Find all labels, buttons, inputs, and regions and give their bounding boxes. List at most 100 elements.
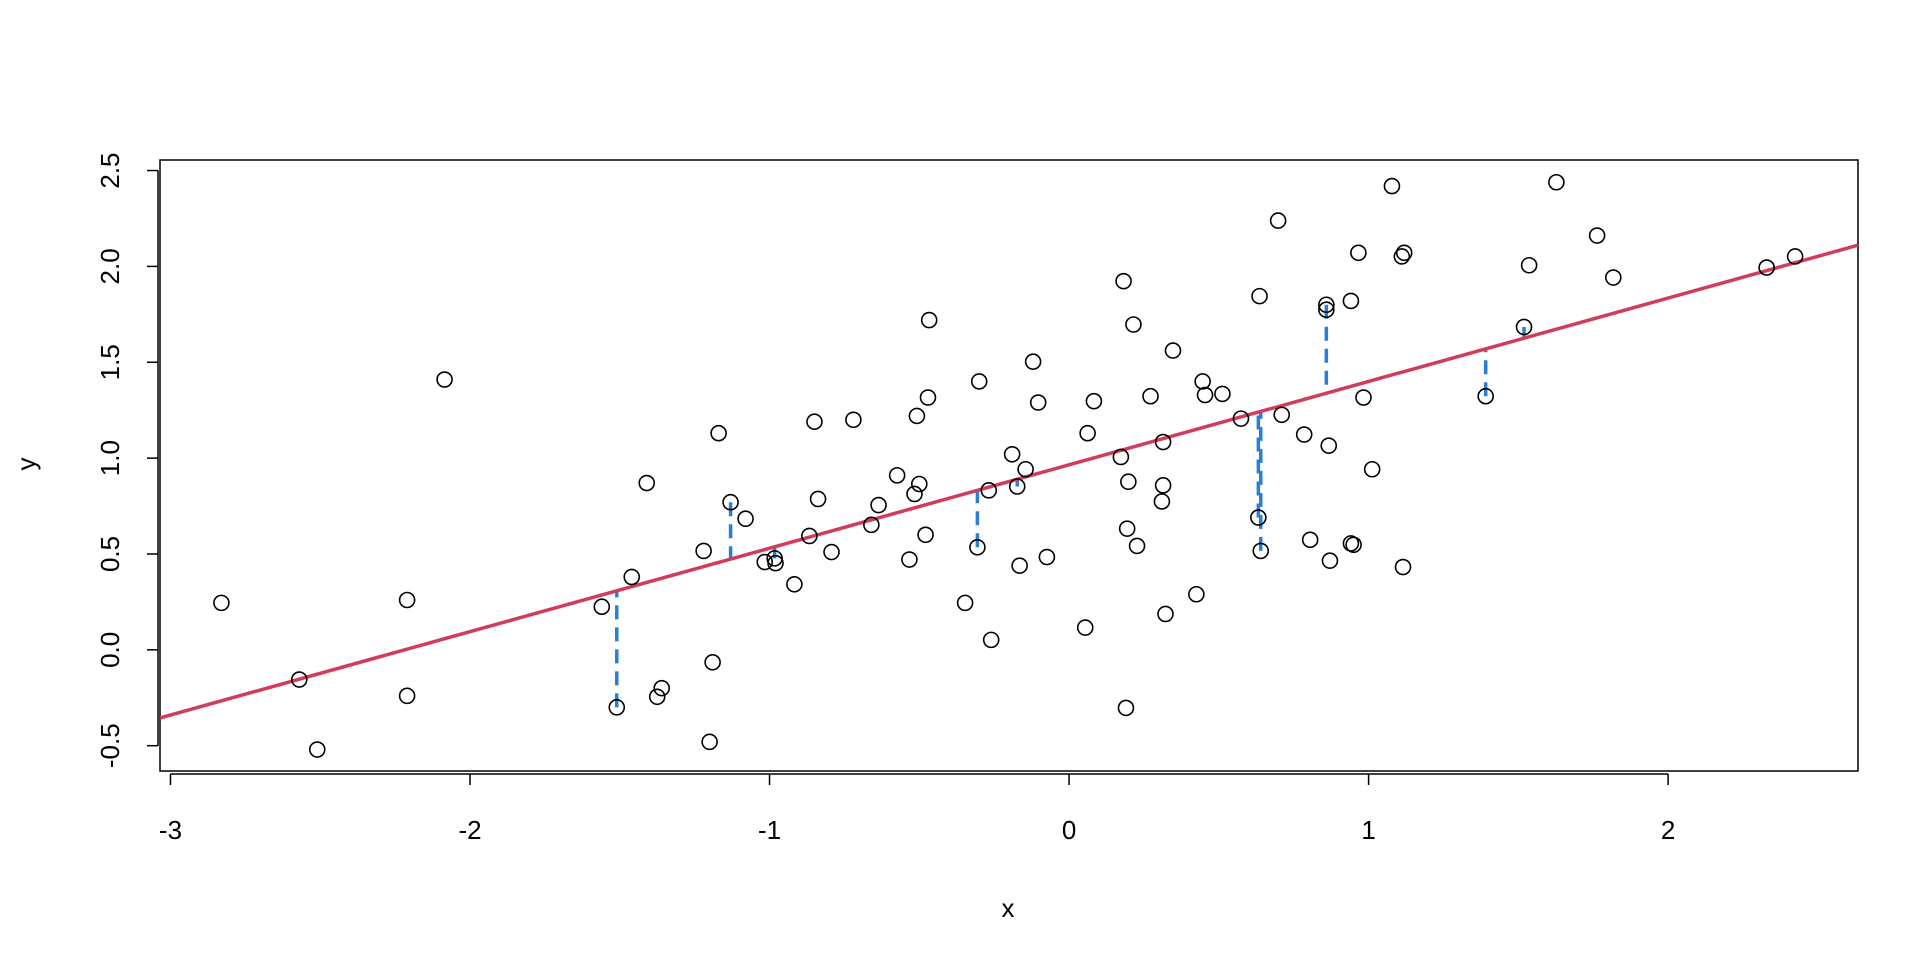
point bbox=[888, 467, 906, 484]
point bbox=[710, 424, 727, 442]
point bbox=[1142, 387, 1159, 405]
point bbox=[737, 510, 754, 528]
x-tick-label: -2 bbox=[458, 815, 481, 845]
x-tick-label: 1 bbox=[1361, 815, 1375, 845]
point bbox=[695, 542, 712, 560]
point bbox=[809, 490, 827, 508]
point bbox=[980, 482, 998, 499]
x-tick-label: 0 bbox=[1062, 815, 1076, 845]
point bbox=[398, 591, 416, 609]
point bbox=[1273, 406, 1291, 424]
point bbox=[1128, 537, 1146, 555]
point bbox=[1154, 477, 1172, 494]
point bbox=[701, 733, 718, 751]
point bbox=[917, 526, 934, 544]
point bbox=[1269, 212, 1287, 229]
point bbox=[1588, 227, 1606, 244]
point bbox=[919, 389, 937, 406]
point bbox=[767, 554, 784, 572]
point bbox=[1214, 385, 1231, 403]
plot-frame bbox=[159, 159, 1859, 772]
point bbox=[1321, 552, 1339, 569]
point bbox=[1118, 520, 1136, 537]
point bbox=[1154, 433, 1172, 451]
point bbox=[436, 371, 453, 388]
point bbox=[1786, 248, 1804, 265]
point bbox=[1038, 548, 1056, 566]
point bbox=[1117, 699, 1135, 717]
point bbox=[638, 474, 656, 492]
point bbox=[969, 538, 986, 556]
point bbox=[1604, 269, 1622, 286]
point bbox=[845, 411, 862, 429]
x-axis-label: x bbox=[1002, 893, 1015, 923]
point bbox=[648, 688, 666, 706]
point bbox=[213, 594, 230, 612]
point bbox=[1363, 460, 1381, 478]
point bbox=[593, 598, 611, 615]
point bbox=[863, 516, 880, 534]
point bbox=[1008, 478, 1026, 495]
point bbox=[1758, 259, 1775, 276]
point bbox=[956, 594, 974, 612]
point bbox=[1515, 318, 1533, 336]
y-tick-label: -0.5 bbox=[95, 723, 125, 768]
point bbox=[1196, 386, 1214, 404]
point bbox=[1548, 173, 1565, 191]
y-tick-label: 1.0 bbox=[95, 440, 125, 476]
point bbox=[1342, 292, 1360, 310]
point bbox=[1076, 619, 1094, 636]
y-tick-label: 2.0 bbox=[95, 248, 125, 284]
point bbox=[398, 687, 416, 705]
point bbox=[1393, 248, 1411, 265]
point bbox=[1395, 244, 1413, 262]
point bbox=[1017, 460, 1034, 478]
point bbox=[1251, 287, 1268, 305]
point bbox=[823, 543, 840, 561]
point bbox=[1188, 585, 1205, 603]
point bbox=[308, 741, 326, 758]
point bbox=[1520, 256, 1538, 274]
point bbox=[1157, 605, 1174, 623]
point bbox=[1029, 394, 1047, 411]
regression-line bbox=[160, 243, 1858, 720]
point bbox=[1320, 437, 1338, 454]
x-tick-label: -1 bbox=[758, 815, 781, 845]
point bbox=[1112, 448, 1130, 466]
point bbox=[908, 407, 926, 425]
y-tick-label: 0.0 bbox=[95, 632, 125, 668]
y-tick-label: 2.5 bbox=[95, 152, 125, 188]
point bbox=[1295, 426, 1313, 443]
point bbox=[623, 568, 641, 586]
point bbox=[786, 575, 803, 593]
point bbox=[1345, 536, 1362, 554]
point bbox=[290, 671, 308, 688]
point bbox=[1394, 558, 1412, 576]
point bbox=[1125, 316, 1142, 333]
point bbox=[982, 631, 1000, 649]
point bbox=[1318, 301, 1335, 319]
point bbox=[1120, 473, 1137, 491]
point bbox=[1003, 445, 1021, 463]
y-tick-label: 1.5 bbox=[95, 344, 125, 380]
point bbox=[1301, 531, 1319, 549]
point bbox=[910, 475, 928, 493]
point bbox=[608, 699, 626, 716]
y-tick-label: 0.5 bbox=[95, 536, 125, 572]
point bbox=[722, 493, 739, 511]
point bbox=[806, 413, 823, 430]
point bbox=[970, 373, 988, 390]
point bbox=[870, 496, 887, 514]
point bbox=[1085, 392, 1103, 410]
point bbox=[653, 679, 671, 697]
point bbox=[1115, 272, 1132, 290]
y-axis-label: y bbox=[11, 458, 41, 471]
point bbox=[1153, 493, 1171, 510]
point bbox=[704, 653, 721, 671]
point bbox=[1024, 353, 1042, 370]
point bbox=[1318, 296, 1335, 314]
point bbox=[1011, 557, 1028, 574]
point bbox=[906, 485, 923, 503]
point bbox=[1164, 342, 1182, 359]
